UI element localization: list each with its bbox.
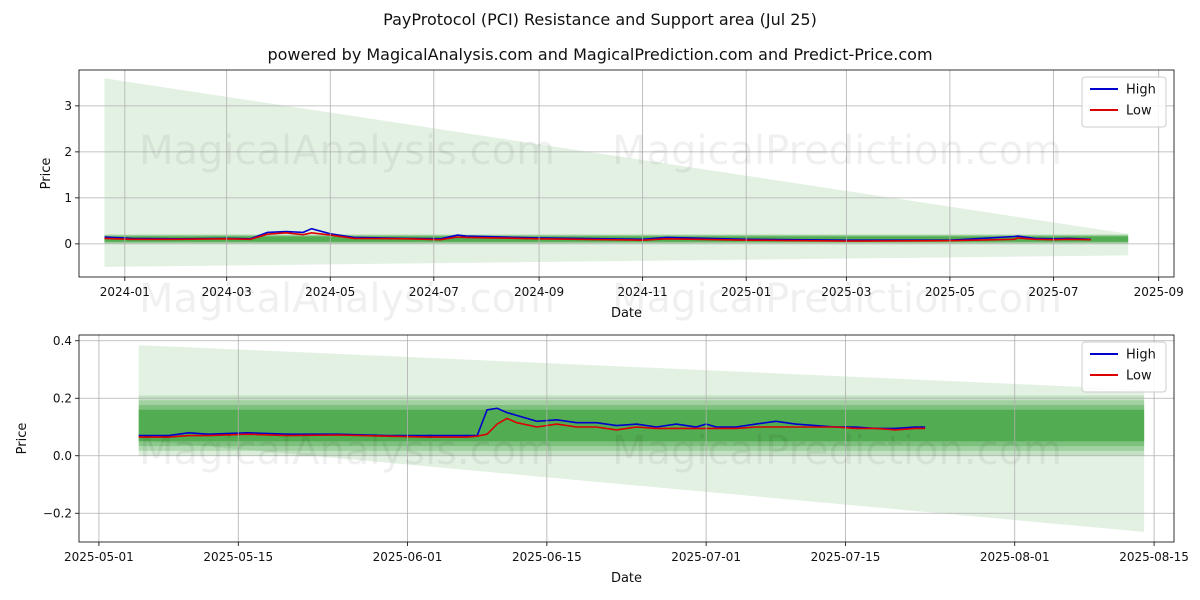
- x-tick-label: 2025-09: [1134, 285, 1184, 299]
- x-tick-label: 2024-03: [202, 285, 252, 299]
- chart-panel-1: 2024-01 2024-03 2024-05 2024-07 2024-09 2024-…: [39, 69, 1184, 321]
- watermark: MagicalAnalysis.com: [139, 428, 555, 474]
- x-tick-label: 2024-11: [618, 285, 668, 299]
- y-tick-label: 0.2: [53, 391, 72, 405]
- series-line-low: [104, 231, 1091, 242]
- x-tick-label: 2025-08-01: [980, 550, 1050, 564]
- y-tick-label: 0.0: [53, 449, 72, 463]
- watermark: MagicalPrediction.com: [612, 428, 1062, 474]
- watermark: MagicalPrediction.com: [612, 276, 1062, 322]
- legend: High Low: [1081, 76, 1167, 128]
- x-tick-label: 2025-06-01: [373, 550, 443, 564]
- x-tick-label: 2025-08-15: [1119, 550, 1189, 564]
- watermark: MagicalAnalysis.com: [139, 128, 555, 174]
- y-axis-label: Price: [15, 423, 30, 455]
- chart-panel-2: 2025-05-01 2025-05-15 2025-06-01 2025-06-15…: [15, 334, 1189, 586]
- plot-area: [138, 345, 1145, 532]
- y-tick-label: 0.4: [53, 334, 72, 348]
- legend-label-high: High: [1126, 348, 1156, 363]
- legend: High Low: [1081, 341, 1167, 393]
- x-tick-label: 2025-05-15: [203, 550, 273, 564]
- chart-subtitle: powered by MagicalAnalysis.com and Magic…: [267, 45, 933, 64]
- plot-area: [104, 78, 1129, 267]
- x-tick-label: 2025-07-15: [811, 550, 881, 564]
- plot-frame: [78, 334, 1175, 543]
- x-tick-label: 2025-07-01: [671, 550, 741, 564]
- y-tick-label: −0.2: [43, 506, 72, 520]
- series-line-low: [138, 417, 926, 438]
- series-line-high: [104, 227, 1091, 241]
- legend-label-low: Low: [1126, 104, 1152, 119]
- y-axis-label: Price: [39, 158, 54, 190]
- legend-label-low: Low: [1126, 369, 1152, 384]
- y-tick-label: 0: [64, 237, 72, 251]
- x-tick-label: 2024-09: [514, 285, 564, 299]
- legend-label-high: High: [1126, 83, 1156, 98]
- y-tick-label: 3: [64, 99, 72, 113]
- x-axis-label: Date: [611, 306, 642, 321]
- y-tick-label: 1: [64, 191, 72, 205]
- watermark: MagicalPrediction.com: [612, 128, 1062, 174]
- x-tick-label: 2024-05: [305, 285, 355, 299]
- x-tick-label: 2024-07: [409, 285, 459, 299]
- x-axis-label: Date: [611, 571, 642, 586]
- plot-frame: [78, 69, 1175, 278]
- chart-title: PayProtocol (PCI) Resistance and Support…: [383, 10, 817, 29]
- prediction-fan: [104, 78, 1129, 267]
- x-tick-label: 2025-01: [721, 285, 771, 299]
- x-tick-label: 2025-05-01: [64, 550, 134, 564]
- x-tick-label: 2025-06-15: [512, 550, 582, 564]
- x-tick-label: 2025-07: [1028, 285, 1078, 299]
- x-tick-label: 2025-05: [925, 285, 975, 299]
- x-tick-label: 2024-01: [100, 285, 150, 299]
- watermark: MagicalAnalysis.com: [139, 276, 555, 322]
- x-tick-label: 2025-03: [821, 285, 871, 299]
- y-tick-label: 2: [64, 145, 72, 159]
